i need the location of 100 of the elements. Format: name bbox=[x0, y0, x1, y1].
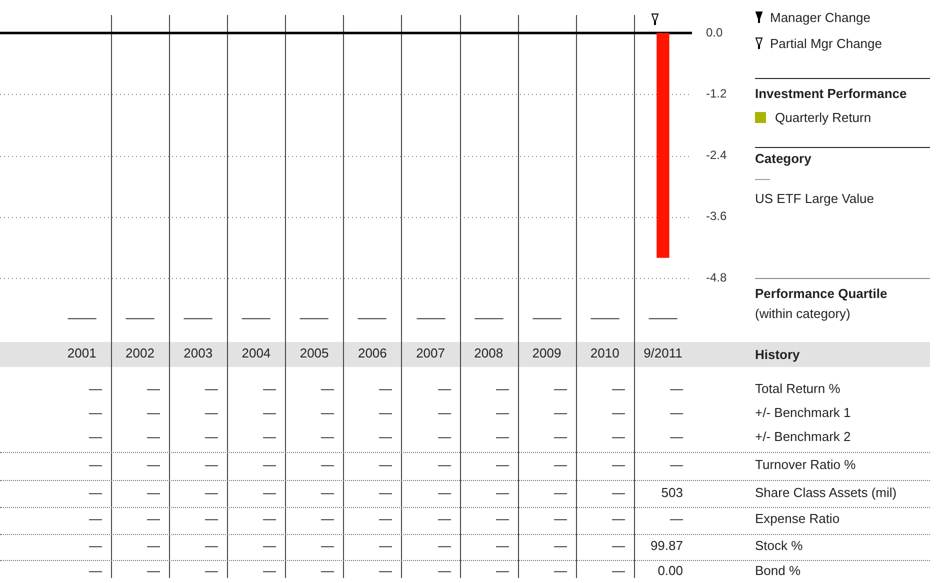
text: — bbox=[554, 538, 567, 554]
text: Turnover Ratio % bbox=[755, 457, 856, 473]
text: — bbox=[263, 405, 276, 421]
y-tick-label: -2.4 bbox=[706, 148, 728, 162]
text: — bbox=[438, 511, 451, 527]
text: — bbox=[147, 511, 160, 527]
text: — bbox=[147, 485, 160, 501]
x-tick-label: 9/2011 bbox=[644, 345, 682, 360]
text: — bbox=[496, 457, 509, 473]
text: — bbox=[379, 563, 392, 579]
text: — bbox=[612, 538, 625, 554]
text: 0.00 bbox=[658, 563, 683, 579]
x-tick-label: 2010 bbox=[590, 345, 620, 360]
text: — bbox=[89, 538, 102, 554]
text: — bbox=[68, 310, 96, 326]
text: — bbox=[554, 485, 567, 501]
text: Investment Performance bbox=[755, 86, 907, 102]
text: — bbox=[205, 429, 218, 445]
text: — bbox=[438, 381, 451, 397]
text: — bbox=[416, 310, 446, 326]
text: — bbox=[590, 310, 620, 326]
text: Expense Ratio bbox=[755, 511, 840, 527]
x-tick-label: 2003 bbox=[184, 345, 213, 360]
text: — bbox=[126, 310, 154, 326]
text: — bbox=[321, 457, 334, 473]
text: — bbox=[321, 511, 334, 527]
text: — bbox=[205, 381, 218, 397]
text: Quarterly Return bbox=[775, 110, 872, 126]
text: — bbox=[321, 381, 334, 397]
text: 99.87 bbox=[650, 538, 683, 554]
text: — bbox=[242, 310, 270, 326]
text: — bbox=[532, 310, 562, 326]
text: — bbox=[438, 538, 451, 554]
text: — bbox=[379, 538, 392, 554]
text: — bbox=[263, 429, 276, 445]
text: — bbox=[670, 405, 683, 421]
text: — bbox=[147, 405, 160, 421]
text: — bbox=[89, 381, 102, 397]
text: — bbox=[670, 457, 683, 473]
text: — bbox=[496, 405, 509, 421]
text: — bbox=[670, 511, 683, 527]
text: — bbox=[263, 485, 276, 501]
text: US ETF Large Value bbox=[755, 191, 874, 207]
text: — bbox=[496, 381, 509, 397]
text: — bbox=[321, 538, 334, 554]
text: — bbox=[263, 511, 276, 527]
text: +/- Benchmark 2 bbox=[755, 429, 851, 445]
text: — bbox=[379, 511, 392, 527]
text: — bbox=[321, 405, 334, 421]
text: — bbox=[89, 563, 102, 579]
text: — bbox=[554, 457, 567, 473]
text: — bbox=[612, 429, 625, 445]
text: — bbox=[379, 485, 392, 501]
text: — bbox=[496, 563, 509, 579]
text: Performance Quartile bbox=[755, 286, 888, 302]
text: — bbox=[147, 457, 160, 473]
text: History bbox=[755, 347, 800, 363]
text: — bbox=[554, 381, 567, 397]
text: +/- Benchmark 1 bbox=[755, 405, 851, 421]
x-tick-label: 2004 bbox=[242, 345, 271, 360]
x-tick-label: 2005 bbox=[300, 345, 329, 360]
text: Partial Mgr Change bbox=[770, 36, 882, 52]
text: — bbox=[205, 457, 218, 473]
text: — bbox=[612, 511, 625, 527]
text: — bbox=[263, 457, 276, 473]
text: — bbox=[147, 563, 160, 579]
text: (within category) bbox=[755, 306, 850, 322]
text: — bbox=[321, 429, 334, 445]
text: 503 bbox=[661, 485, 683, 501]
text: — bbox=[496, 429, 509, 445]
text: — bbox=[670, 381, 683, 397]
text: — bbox=[438, 457, 451, 473]
text: — bbox=[205, 511, 218, 527]
text: — bbox=[554, 405, 567, 421]
text: — bbox=[205, 485, 218, 501]
text: — bbox=[496, 485, 509, 501]
text: — bbox=[670, 429, 683, 445]
y-tick-label: -3.6 bbox=[706, 209, 728, 224]
text: — bbox=[147, 381, 160, 397]
text: — bbox=[89, 485, 102, 501]
text: Total Return % bbox=[755, 381, 840, 397]
text: — bbox=[496, 511, 509, 527]
text: Stock % bbox=[755, 538, 803, 554]
text: — bbox=[205, 538, 218, 554]
text: — bbox=[263, 381, 276, 397]
text: — bbox=[612, 457, 625, 473]
x-tick-label: 2002 bbox=[126, 345, 154, 360]
text: — bbox=[184, 310, 212, 326]
text: — bbox=[300, 310, 328, 326]
y-tick-label: -4.8 bbox=[706, 270, 728, 284]
text: — bbox=[648, 310, 678, 326]
text: — bbox=[438, 429, 451, 445]
text: — bbox=[438, 563, 451, 579]
text: — bbox=[379, 429, 392, 445]
text: — bbox=[147, 538, 160, 554]
y-tick-label: 0.0 bbox=[706, 25, 724, 40]
text: — bbox=[321, 563, 334, 579]
text: — bbox=[438, 405, 451, 421]
text: — bbox=[263, 563, 276, 579]
x-tick-label: 2001 bbox=[67, 345, 96, 360]
